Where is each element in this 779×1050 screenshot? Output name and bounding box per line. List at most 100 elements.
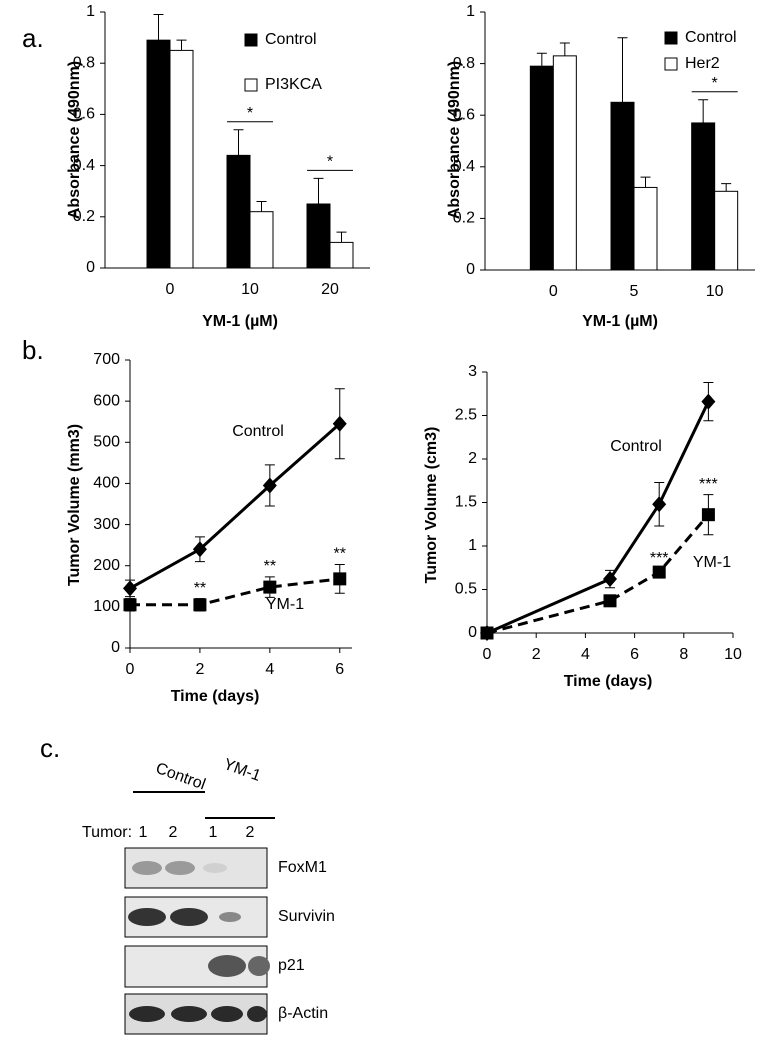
band bbox=[128, 908, 166, 926]
group-label: Control bbox=[153, 760, 207, 794]
error-bar bbox=[233, 129, 244, 156]
lane-label: Tumor: bbox=[82, 824, 132, 841]
band bbox=[170, 908, 208, 926]
y-tick-label: 0.5 bbox=[455, 581, 477, 598]
significance-mark: * bbox=[247, 105, 253, 122]
significance-mark: * bbox=[327, 154, 333, 171]
error-bar bbox=[153, 14, 164, 41]
lane-number: 2 bbox=[169, 824, 178, 841]
marker bbox=[603, 571, 617, 588]
series-label: YM-1 bbox=[266, 596, 304, 613]
legend-swatch bbox=[664, 31, 678, 45]
bar bbox=[714, 190, 739, 271]
x-tick-label: 6 bbox=[630, 646, 639, 663]
legend-swatch bbox=[244, 33, 258, 47]
band-label: β-Actin bbox=[278, 1005, 328, 1022]
bar bbox=[169, 49, 194, 269]
error-bar bbox=[698, 99, 709, 123]
marker bbox=[263, 580, 277, 594]
series-line bbox=[486, 400, 710, 635]
series-label: YM-1 bbox=[693, 554, 731, 571]
y-tick-label: 600 bbox=[93, 392, 120, 409]
y-tick-label: 0.2 bbox=[73, 208, 95, 225]
band bbox=[171, 1006, 207, 1022]
lane-number: 2 bbox=[246, 824, 255, 841]
error-bar bbox=[640, 176, 651, 188]
lane-number: 1 bbox=[209, 824, 218, 841]
lane-number: 1 bbox=[139, 824, 148, 841]
marker bbox=[193, 598, 207, 612]
marker bbox=[652, 565, 666, 579]
y-tick-label: 2.5 bbox=[455, 407, 477, 424]
bar bbox=[249, 211, 274, 269]
y-tick-label: 1 bbox=[466, 3, 475, 20]
legend-label: Her2 bbox=[685, 55, 720, 72]
series-label: Control bbox=[232, 423, 284, 440]
error-bar bbox=[256, 200, 267, 212]
significance-mark: ** bbox=[334, 546, 346, 563]
y-axis-title: Tumor Volume (cm3) bbox=[423, 427, 440, 584]
band bbox=[247, 1006, 267, 1022]
band-label: Survivin bbox=[278, 908, 335, 925]
band bbox=[211, 1006, 243, 1022]
marker bbox=[262, 477, 277, 494]
y-tick-label: 100 bbox=[93, 598, 120, 615]
y-tick-label: 200 bbox=[93, 557, 120, 574]
significance-mark: * bbox=[712, 75, 718, 92]
y-tick-label: 1.5 bbox=[455, 494, 477, 511]
marker bbox=[332, 415, 347, 432]
y-axis-title: Tumor Volume (mm3) bbox=[66, 424, 83, 586]
legend-swatch bbox=[244, 78, 258, 92]
legend-label: PI3KCA bbox=[265, 76, 322, 93]
x-tick-label: 5 bbox=[630, 283, 639, 300]
marker bbox=[192, 541, 207, 558]
band bbox=[219, 912, 241, 922]
y-tick-label: 0.4 bbox=[73, 157, 95, 174]
y-tick-label: 0.2 bbox=[453, 210, 475, 227]
y-tick-label: 700 bbox=[93, 351, 120, 368]
bar bbox=[329, 241, 354, 269]
marker bbox=[603, 594, 617, 608]
x-tick-label: 20 bbox=[321, 281, 339, 298]
error-bar bbox=[617, 37, 628, 103]
error-bar bbox=[536, 52, 547, 67]
group-label: YM-1 bbox=[221, 756, 263, 785]
x-tick-label: 0 bbox=[126, 661, 135, 678]
y-tick-label: 300 bbox=[93, 516, 120, 533]
x-tick-label: 0 bbox=[549, 283, 558, 300]
marker bbox=[480, 626, 494, 640]
x-tick-label: 0 bbox=[166, 281, 175, 298]
significance-mark: *** bbox=[699, 476, 718, 493]
western-blot: Control YM-1 Tumor: 1 2 1 2 FoxM1 Surviv… bbox=[82, 756, 335, 1035]
y-tick-label: 0 bbox=[111, 639, 120, 656]
y-tick-label: 0.8 bbox=[73, 54, 95, 71]
band bbox=[165, 861, 195, 875]
series-line bbox=[129, 422, 341, 590]
x-tick-label: 6 bbox=[335, 661, 344, 678]
marker bbox=[123, 598, 137, 612]
x-tick-label: 10 bbox=[241, 281, 259, 298]
y-tick-label: 0.4 bbox=[453, 158, 475, 175]
x-tick-label: 8 bbox=[679, 646, 688, 663]
x-tick-label: 2 bbox=[195, 661, 204, 678]
legend-label: Control bbox=[265, 31, 317, 48]
x-tick-label: 10 bbox=[724, 646, 742, 663]
band bbox=[129, 1006, 165, 1022]
legend-label: Control bbox=[685, 29, 737, 46]
bar bbox=[610, 101, 635, 271]
y-tick-label: 2 bbox=[468, 450, 477, 467]
marker bbox=[333, 572, 347, 586]
x-tick-label: 0 bbox=[483, 646, 492, 663]
error-bar bbox=[176, 39, 187, 51]
panel-label: c. bbox=[40, 733, 60, 763]
x-axis-title: Time (days) bbox=[171, 688, 260, 705]
marker bbox=[701, 393, 716, 410]
panel-label: b. bbox=[22, 335, 44, 365]
y-tick-label: 0 bbox=[468, 624, 477, 641]
band bbox=[248, 956, 270, 976]
y-tick-label: 0.6 bbox=[73, 106, 95, 123]
y-tick-label: 0.6 bbox=[453, 106, 475, 123]
marker bbox=[123, 580, 137, 597]
